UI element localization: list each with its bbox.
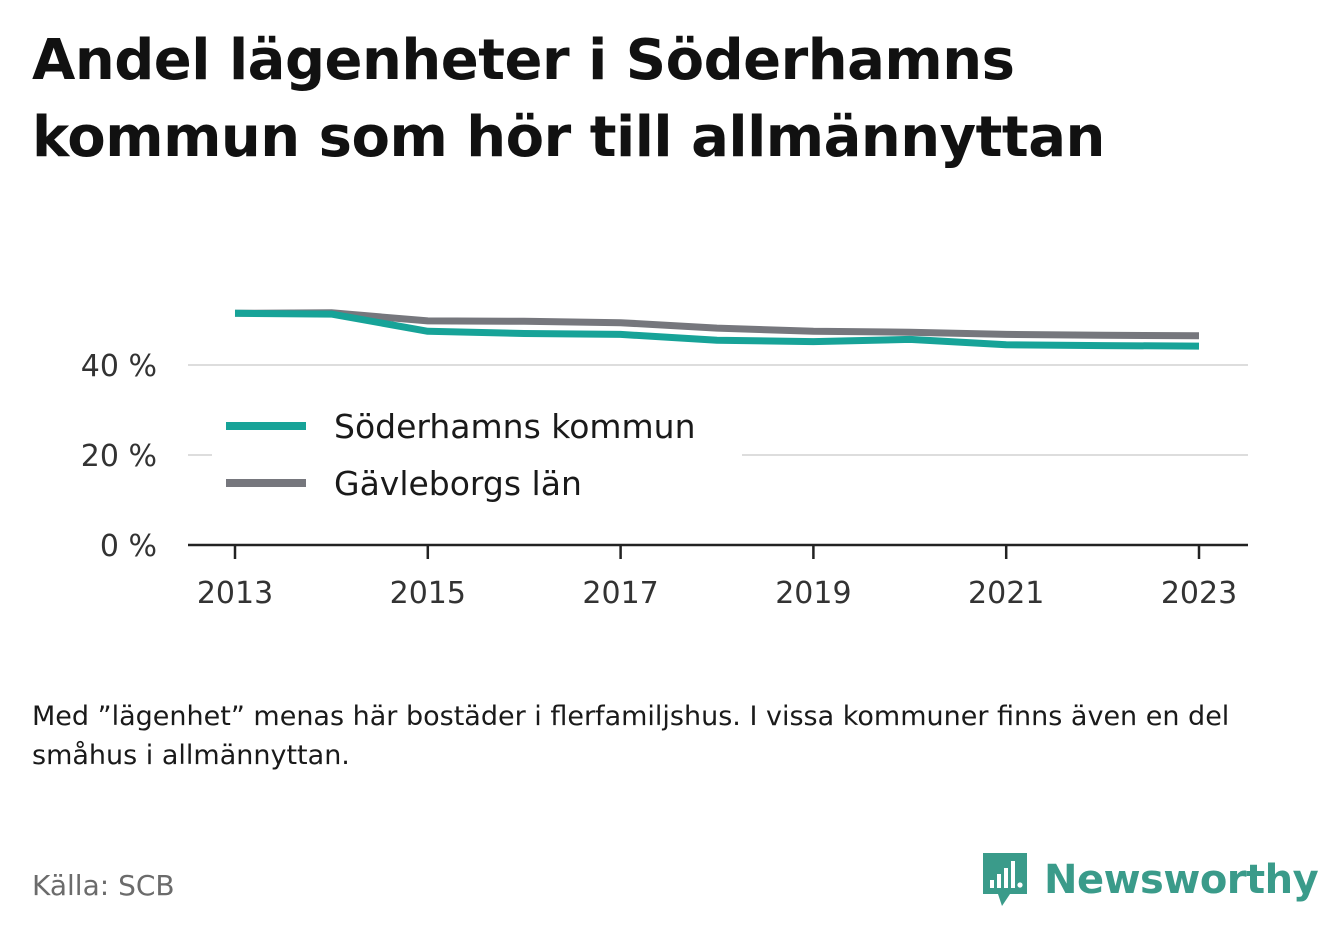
x-tick-label: 2019 [775, 576, 851, 611]
x-tick-label: 2017 [582, 576, 658, 611]
x-tick-label: 2013 [197, 576, 273, 611]
bar-chart-speech-bubble-icon [983, 853, 1027, 906]
y-tick-label: 0 % [100, 529, 157, 564]
chart-note: Med ”lägenhet” menas här bostäder i fler… [32, 701, 1230, 771]
x-axis-labels: 2013 2015 2017 2019 2021 2023 [197, 576, 1237, 611]
x-tick-label: 2021 [968, 576, 1044, 611]
x-tick-label: 2023 [1161, 576, 1237, 611]
y-tick-label: 40 % [81, 349, 157, 384]
brand-logo: Newsworthy [980, 850, 1319, 910]
line-chart: 0 % 20 % 40 % 2013 2015 2017 2019 2021 2023 Söd… [81, 309, 1248, 611]
y-tick-label: 20 % [81, 439, 157, 474]
legend-label: Söderhamns kommun [334, 407, 696, 446]
legend: Söderhamns kommun Gävleborgs län [212, 395, 742, 513]
source-label: Källa: SCB [32, 869, 175, 902]
legend-label: Gävleborgs län [334, 464, 582, 503]
x-axis [188, 543, 1248, 559]
legend-background [212, 395, 742, 513]
series-line [234, 309, 1200, 340]
x-tick-label: 2015 [390, 576, 466, 611]
series-line [234, 309, 1200, 350]
series-lines [234, 309, 1200, 350]
brand-name: Newsworthy [1044, 857, 1319, 903]
chart-title: Andel lägenheter i Söderhamns kommun som… [32, 28, 1105, 170]
y-axis-labels: 0 % 20 % 40 % [81, 349, 157, 564]
